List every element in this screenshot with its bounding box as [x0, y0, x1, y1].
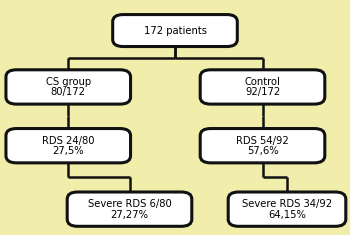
FancyBboxPatch shape [67, 192, 192, 226]
Text: 80/172: 80/172 [51, 87, 86, 98]
FancyBboxPatch shape [6, 129, 131, 163]
FancyBboxPatch shape [113, 15, 237, 47]
FancyBboxPatch shape [200, 70, 325, 104]
FancyBboxPatch shape [200, 129, 325, 163]
Text: 92/172: 92/172 [245, 87, 280, 98]
Text: RDS 54/92: RDS 54/92 [236, 136, 289, 146]
Text: CS group: CS group [46, 77, 91, 87]
Text: Severe RDS 34/92: Severe RDS 34/92 [242, 199, 332, 209]
Text: Severe RDS 6/80: Severe RDS 6/80 [88, 199, 172, 209]
Text: 172 patients: 172 patients [144, 26, 206, 35]
Text: 64,15%: 64,15% [268, 210, 306, 220]
Text: 57,6%: 57,6% [247, 146, 278, 156]
Text: RDS 24/80: RDS 24/80 [42, 136, 94, 146]
Text: 27,5%: 27,5% [52, 146, 84, 156]
FancyBboxPatch shape [6, 70, 131, 104]
Text: Control: Control [245, 77, 280, 87]
Text: 27,27%: 27,27% [111, 210, 148, 220]
FancyBboxPatch shape [228, 192, 346, 226]
